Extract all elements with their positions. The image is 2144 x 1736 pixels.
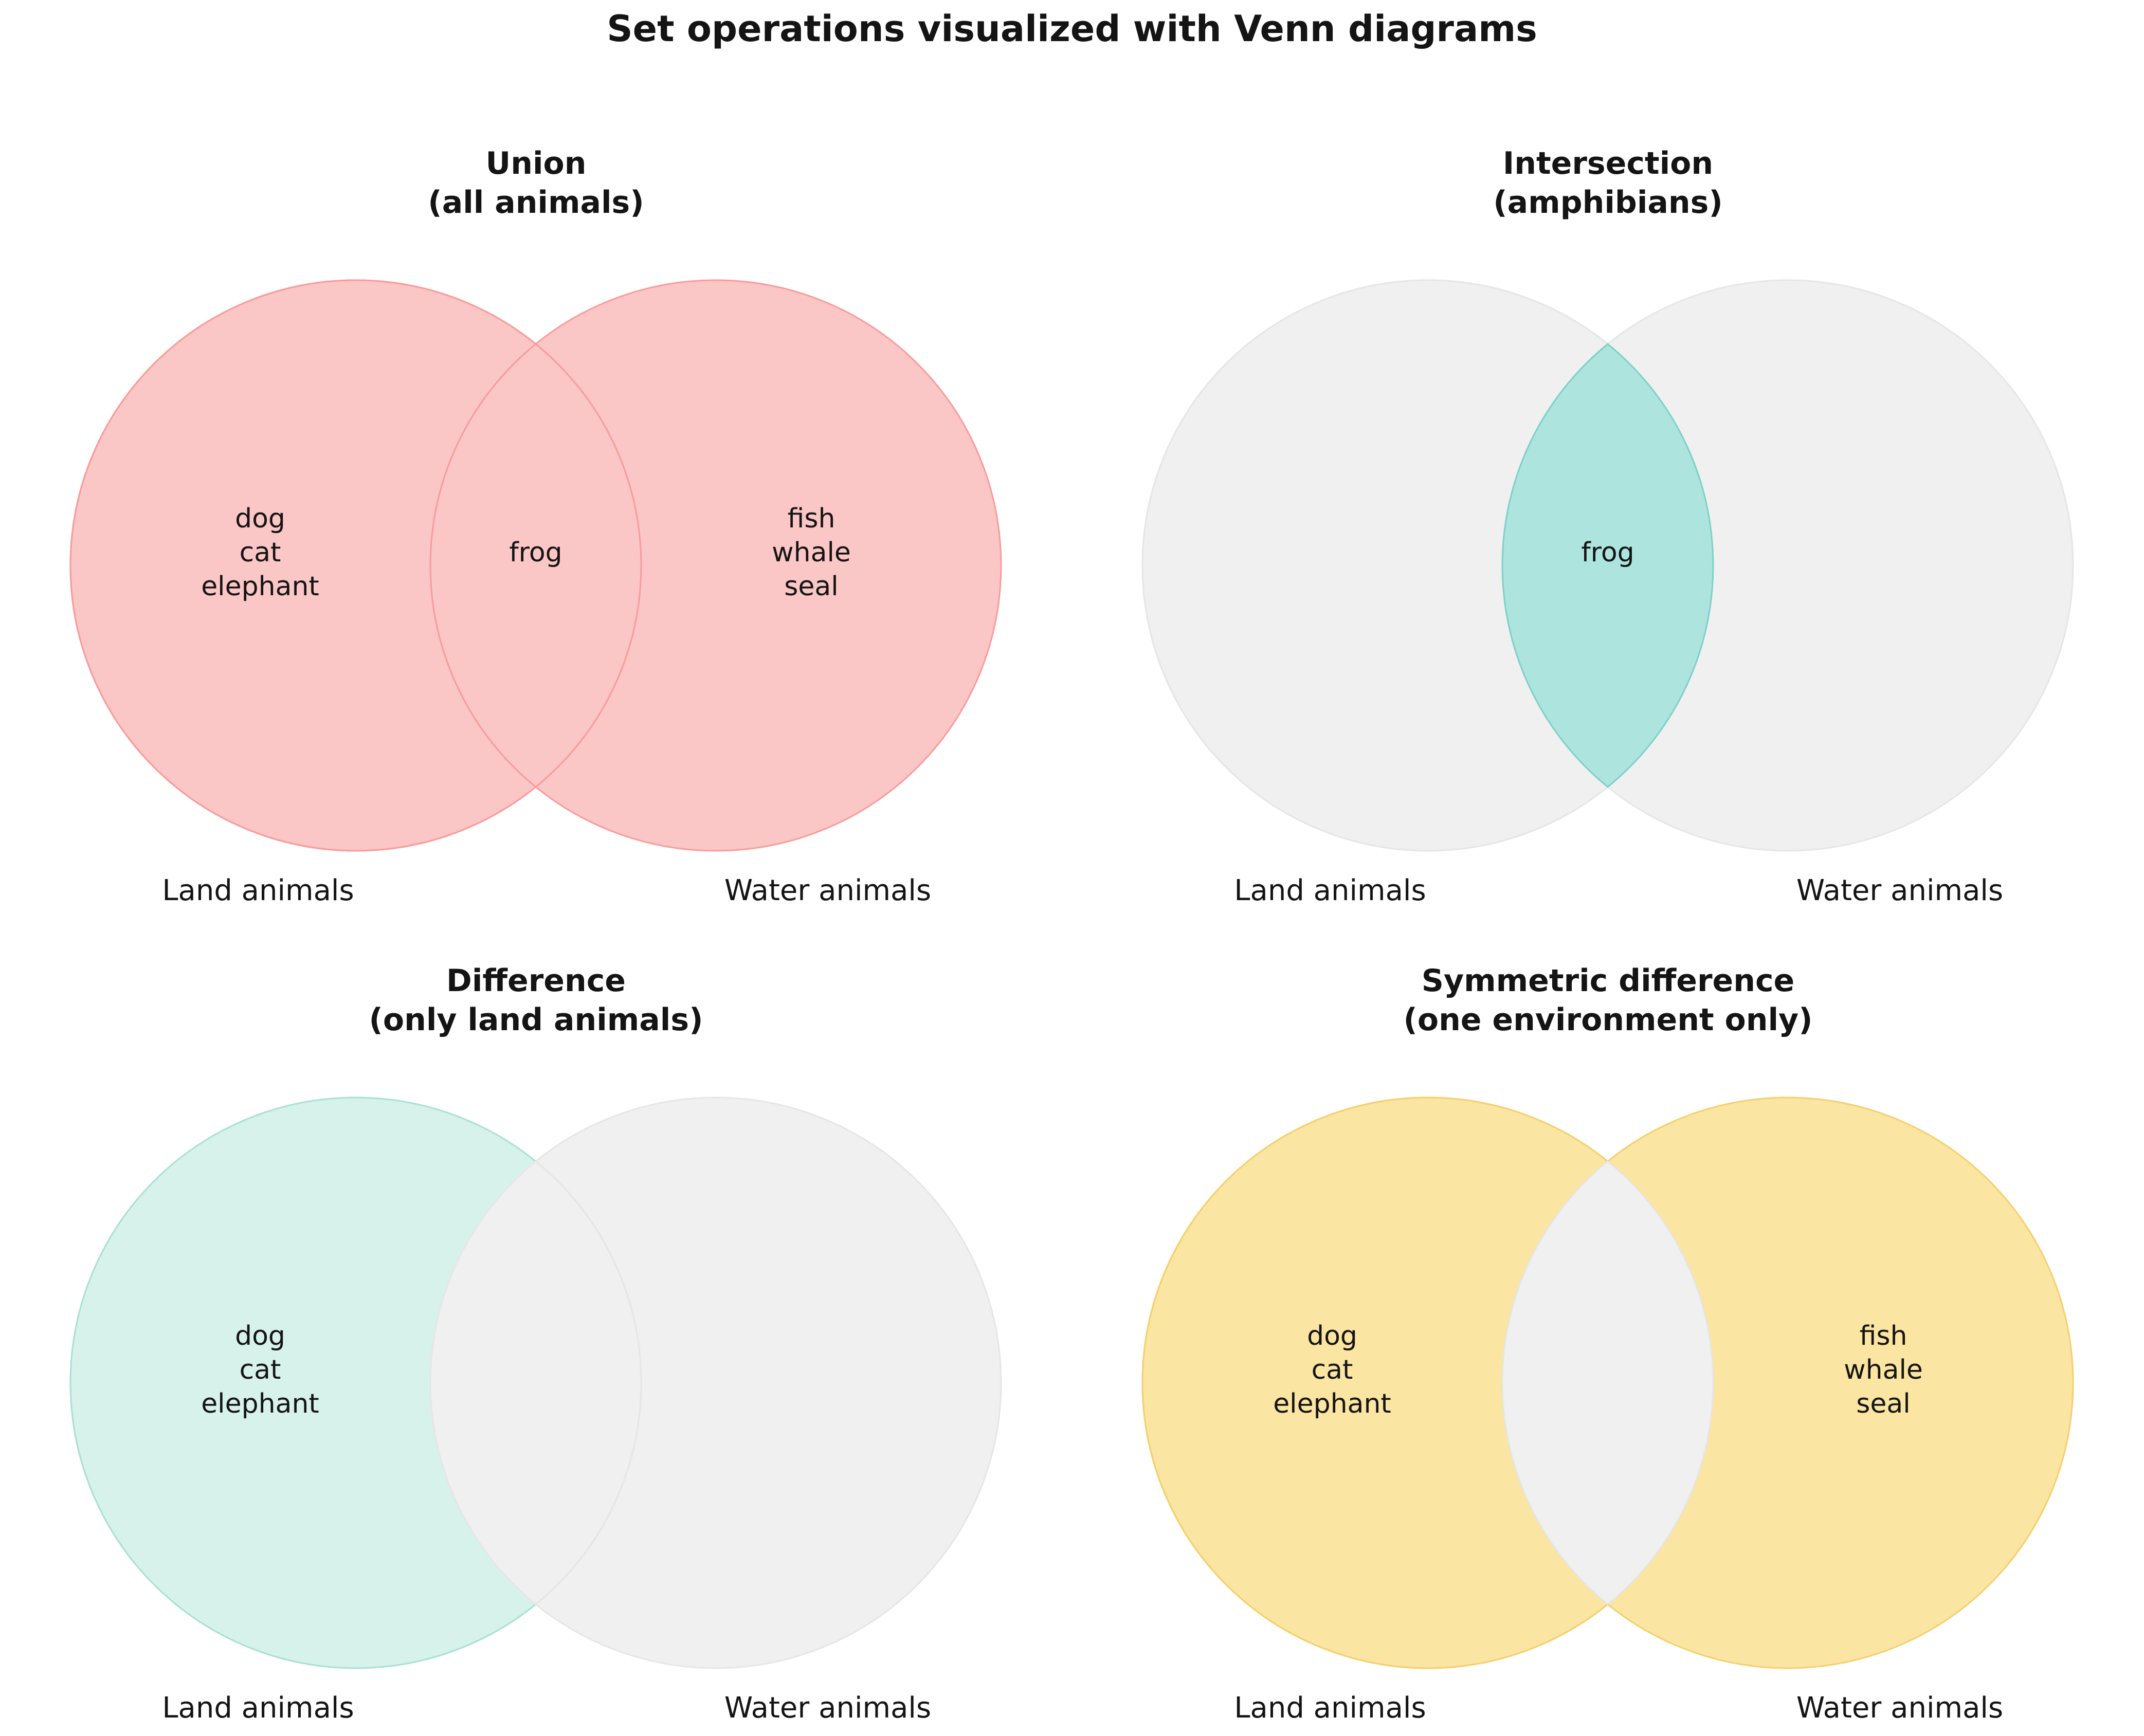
venn-panel-symmetric-difference: Symmetric difference (one environment on…: [1072, 936, 2144, 1736]
region-line: fish: [787, 503, 835, 534]
set-label-left: Land animals: [162, 874, 354, 907]
region-line: dog: [1307, 1321, 1357, 1351]
region-line: dog: [235, 503, 285, 534]
region-text-center: frog: [381, 536, 690, 570]
region-line: cat: [239, 537, 281, 568]
panel-title-line1: Symmetric difference: [1421, 963, 1795, 999]
venn-panel-union: Union (all animals) dog cat elephant fro…: [0, 118, 1072, 919]
region-line: whale: [1844, 1355, 1923, 1385]
region-text-left: dog cat elephant: [106, 1319, 414, 1421]
region-line: elephant: [201, 571, 319, 602]
panel-title: Union (all animals): [0, 144, 1072, 222]
region-line: seal: [784, 571, 839, 602]
panel-title-line1: Union: [485, 145, 587, 181]
region-text-center: frog: [1453, 536, 1762, 570]
venn-panel-difference: Difference (only land animals) dog cat e…: [0, 936, 1072, 1736]
region-text-left: dog cat elephant: [106, 502, 414, 604]
panel-title-line2: (amphibians): [1493, 185, 1723, 221]
venn-panel-intersection: Intersection (amphibians) frog Land anim…: [1072, 118, 2144, 919]
panel-title: Difference (only land animals): [0, 961, 1072, 1039]
page-title: Set operations visualized with Venn diag…: [607, 8, 1537, 50]
region-line: cat: [239, 1355, 281, 1385]
set-label-left: Land animals: [1234, 1691, 1426, 1725]
right-circle: [429, 279, 1002, 852]
panel-title-line2: (all animals): [428, 185, 644, 221]
intersection-lens: [429, 1160, 642, 1605]
set-label-right: Water animals: [724, 874, 932, 907]
panel-title-line1: Intersection: [1502, 145, 1714, 181]
region-line: dog: [235, 1321, 285, 1351]
venn-diagram-intersection: [1141, 279, 2074, 852]
region-text-right: fish whale seal: [657, 502, 966, 604]
intersection-lens: [1501, 1160, 1714, 1605]
intersection-lens: [1501, 343, 1714, 788]
left-circle-outline: [69, 279, 642, 852]
panel-title-line2: (one environment only): [1403, 1002, 1813, 1038]
region-line: frog: [509, 537, 562, 568]
set-label-right: Water animals: [1796, 1691, 2004, 1725]
region-line: fish: [1859, 1321, 1907, 1351]
region-text-right: fish whale seal: [1729, 1319, 2038, 1421]
region-line: elephant: [201, 1388, 319, 1419]
panel-title-line2: (only land animals): [369, 1002, 703, 1038]
venn-diagram-difference: [69, 1097, 1002, 1669]
region-line: whale: [772, 537, 851, 568]
panel-title: Symmetric difference (one environment on…: [1072, 961, 2144, 1039]
panel-title: Intersection (amphibians): [1072, 144, 2144, 222]
region-line: seal: [1856, 1388, 1911, 1419]
set-label-right: Water animals: [724, 1691, 932, 1725]
region-line: cat: [1311, 1355, 1353, 1385]
set-label-left: Land animals: [162, 1691, 354, 1725]
region-text-left: dog cat elephant: [1178, 1319, 1486, 1421]
region-line: frog: [1581, 537, 1634, 568]
panel-title-line1: Difference: [446, 963, 626, 999]
region-line: elephant: [1273, 1388, 1391, 1419]
set-label-left: Land animals: [1234, 874, 1426, 907]
set-label-right: Water animals: [1796, 874, 2004, 907]
venn-diagram-symmetric-difference: [1141, 1097, 2074, 1669]
venn-diagram-union: [69, 279, 1002, 852]
